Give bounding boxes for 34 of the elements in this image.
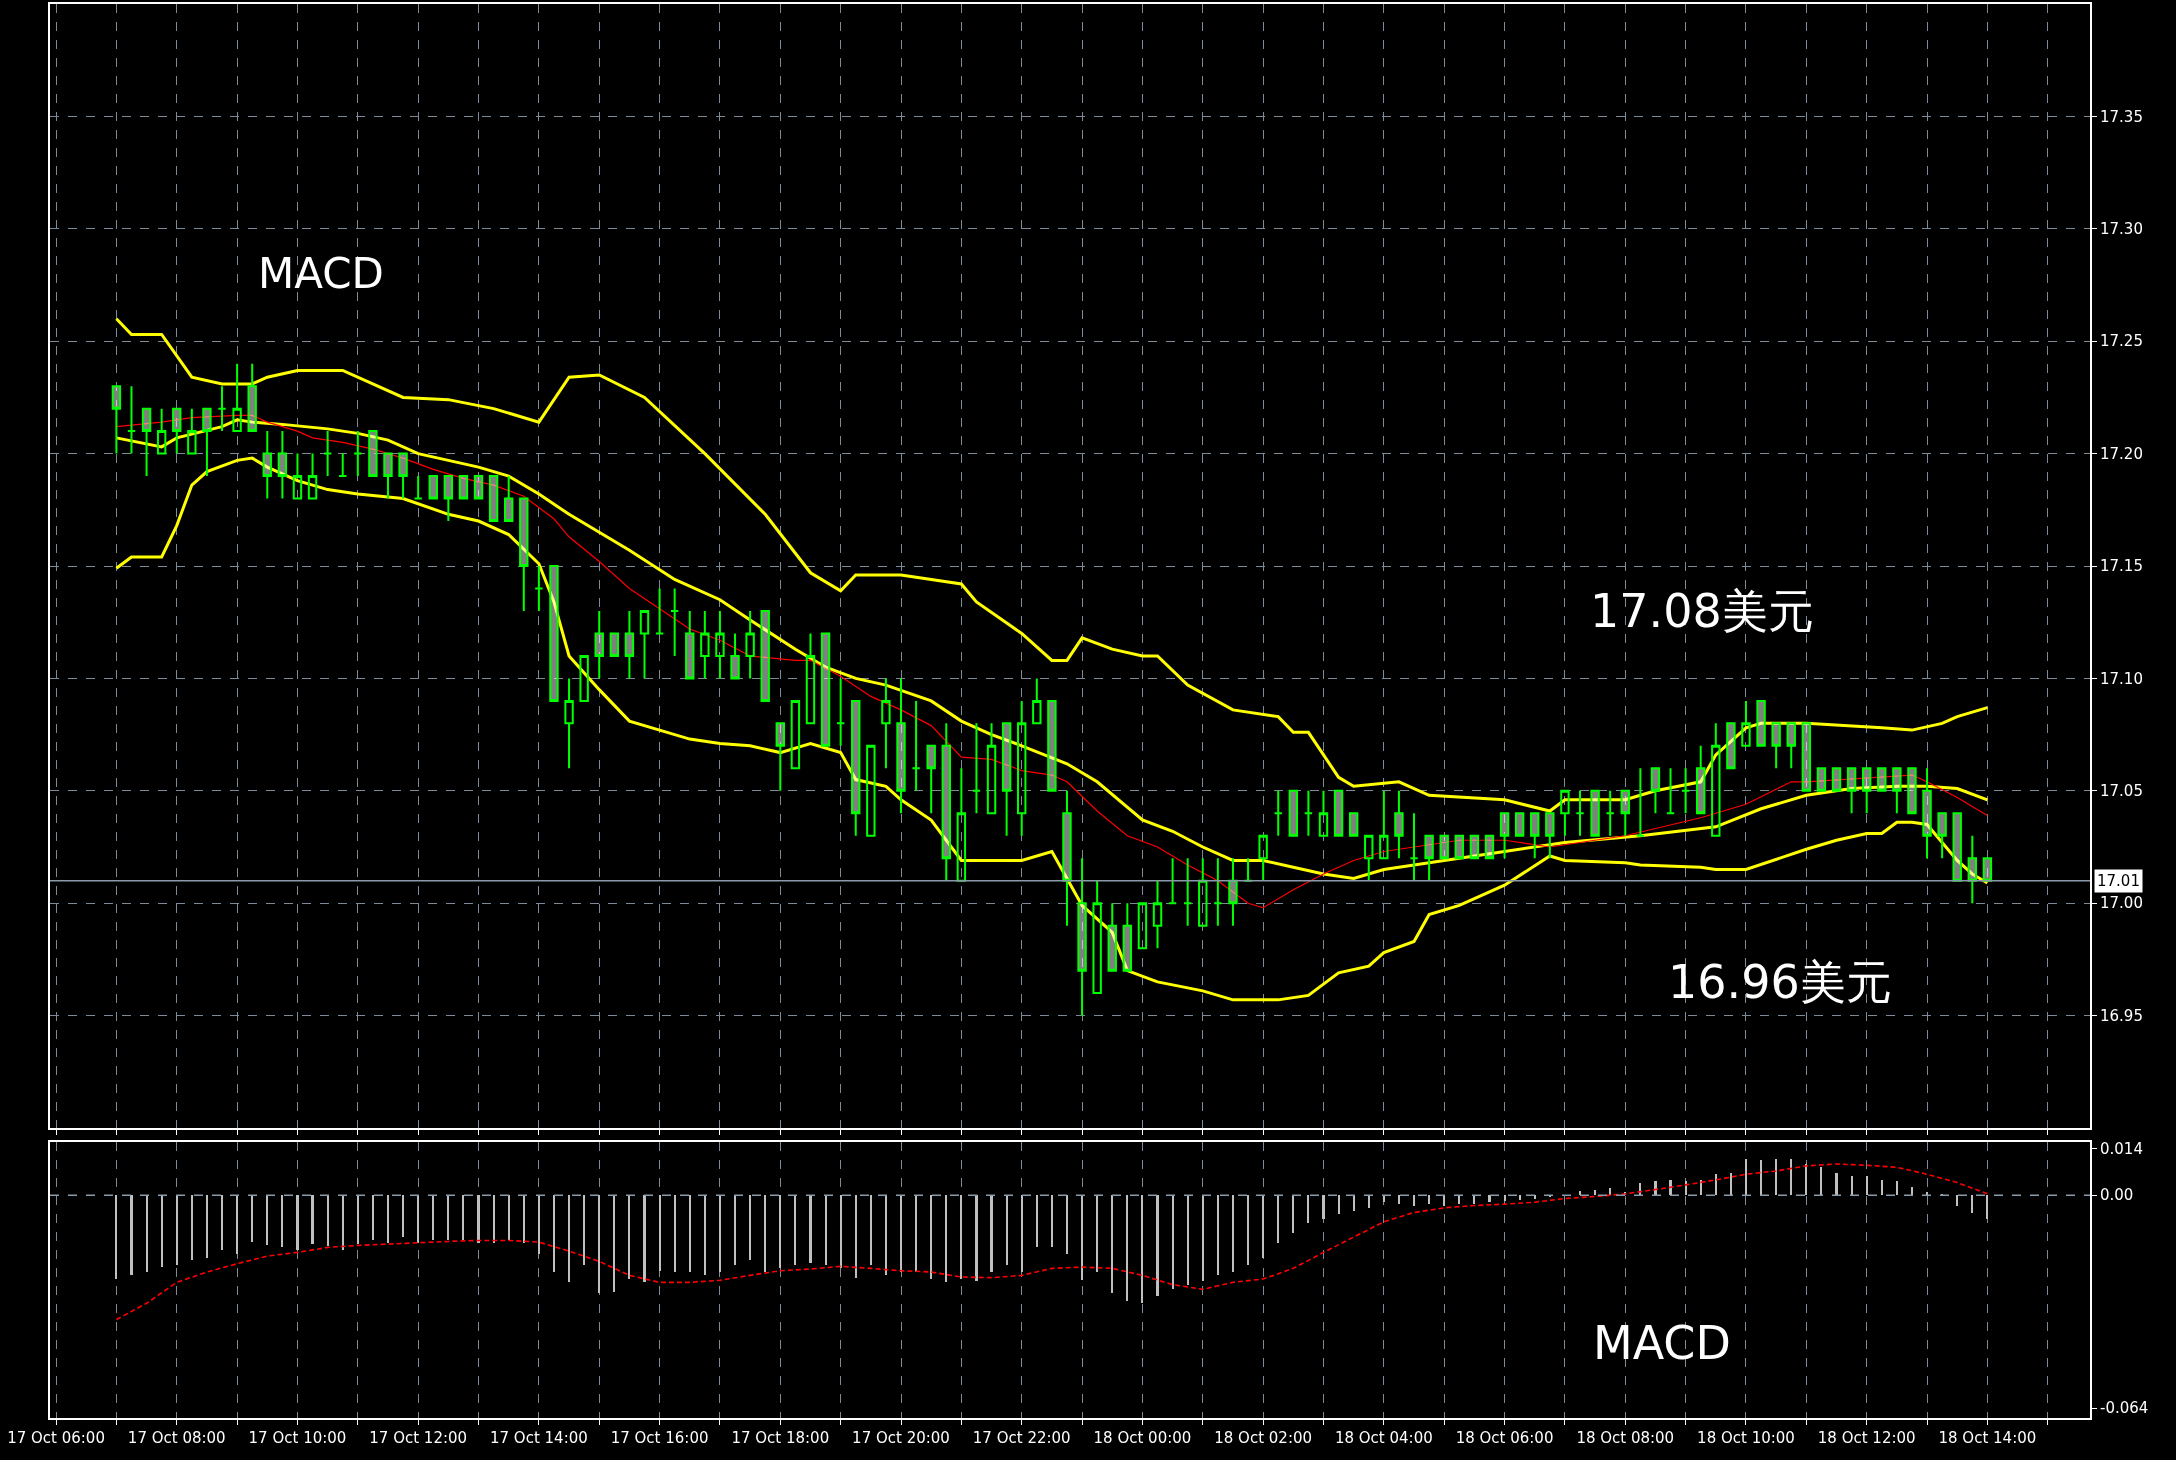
x-tick-label: 18 Oct 08:00 <box>1576 1429 1675 1447</box>
y-tick-label: 17.30 <box>2100 220 2143 239</box>
x-tick-label: 18 Oct 10:00 <box>1697 1429 1795 1447</box>
y-tick-label: 17.15 <box>2100 557 2143 576</box>
y-tick-label: 16.95 <box>2100 1006 2143 1025</box>
y-tick-label: 17.25 <box>2100 332 2143 351</box>
x-tick-label: 17 Oct 08:00 <box>127 1429 226 1447</box>
x-tick-label: 18 Oct 14:00 <box>1938 1429 2037 1447</box>
x-tick-label: 17 Oct 12:00 <box>369 1429 468 1447</box>
y-tick-label: -0.064 <box>2100 1399 2149 1418</box>
x-tick-label: 17 Oct 18:00 <box>731 1429 830 1447</box>
x-tick-label: 18 Oct 00:00 <box>1093 1429 1192 1447</box>
y-tick-label: 17.05 <box>2100 782 2143 801</box>
y-tick-label: 17.35 <box>2100 107 2143 126</box>
y-tick-label: 17.20 <box>2100 444 2143 463</box>
annotation: MACD <box>1593 1316 1731 1370</box>
y-tick-label: 17.10 <box>2100 669 2143 688</box>
y-tick-label: 0.00 <box>2100 1186 2134 1205</box>
x-tick-label: 17 Oct 14:00 <box>489 1429 588 1447</box>
x-tick-label: 18 Oct 04:00 <box>1334 1429 1433 1447</box>
ref-line-label: 17.01 <box>2097 872 2140 890</box>
annotation: MACD <box>258 249 384 298</box>
x-tick-label: 17 Oct 06:00 <box>7 1429 105 1447</box>
x-tick-label: 17 Oct 22:00 <box>972 1429 1071 1447</box>
annotation: 16.96美元 <box>1668 955 1892 1009</box>
y-tick-label: 0.014 <box>2100 1139 2143 1158</box>
x-tick-label: 18 Oct 12:00 <box>1817 1429 1916 1447</box>
x-tick-label: 18 Oct 02:00 <box>1214 1429 1313 1447</box>
x-tick-label: 18 Oct 06:00 <box>1455 1429 1554 1447</box>
y-tick-label: 17.00 <box>2100 894 2143 913</box>
x-tick-label: 17 Oct 20:00 <box>852 1429 950 1447</box>
x-tick-label: 17 Oct 16:00 <box>610 1429 709 1447</box>
x-tick-label: 17 Oct 10:00 <box>248 1429 347 1447</box>
annotation: 17.08美元 <box>1590 584 1814 638</box>
